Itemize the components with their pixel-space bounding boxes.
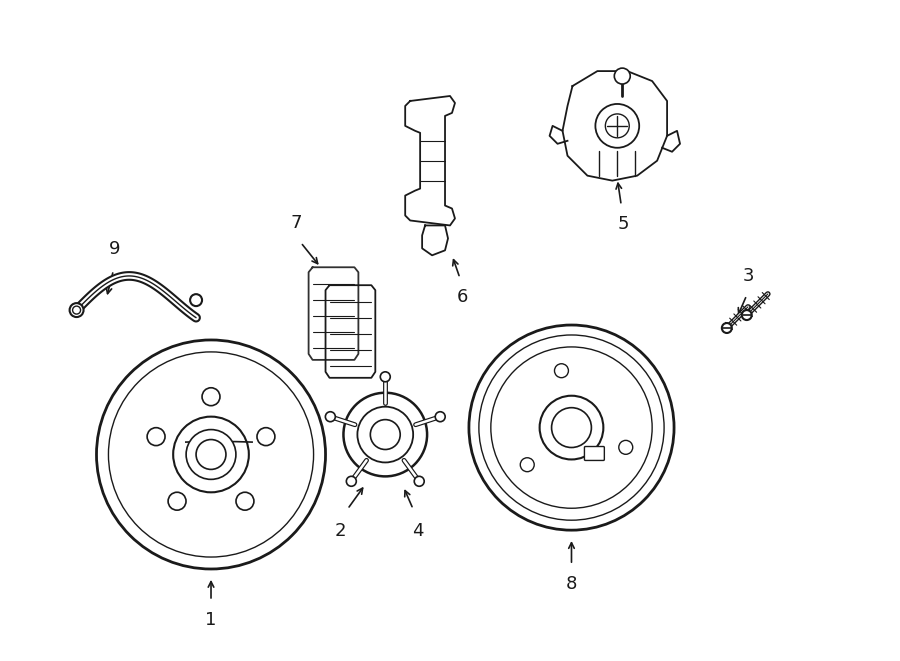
Circle shape bbox=[469, 325, 674, 530]
Polygon shape bbox=[309, 267, 358, 360]
Polygon shape bbox=[405, 96, 455, 225]
Circle shape bbox=[344, 393, 428, 477]
Circle shape bbox=[520, 458, 535, 472]
Text: 5: 5 bbox=[617, 215, 629, 233]
Polygon shape bbox=[662, 131, 680, 152]
Circle shape bbox=[596, 104, 639, 148]
Circle shape bbox=[552, 408, 591, 447]
Circle shape bbox=[186, 430, 236, 479]
Circle shape bbox=[168, 492, 186, 510]
Polygon shape bbox=[422, 225, 448, 255]
Text: 8: 8 bbox=[566, 575, 577, 593]
Circle shape bbox=[370, 420, 400, 449]
Circle shape bbox=[236, 492, 254, 510]
Circle shape bbox=[196, 440, 226, 469]
Polygon shape bbox=[562, 71, 667, 180]
Circle shape bbox=[414, 477, 424, 486]
Circle shape bbox=[722, 323, 732, 333]
Circle shape bbox=[540, 396, 603, 459]
Text: 3: 3 bbox=[743, 267, 754, 285]
FancyBboxPatch shape bbox=[584, 447, 604, 461]
Circle shape bbox=[202, 388, 220, 406]
Text: 9: 9 bbox=[109, 241, 121, 258]
Circle shape bbox=[96, 340, 326, 569]
Circle shape bbox=[173, 416, 248, 492]
Circle shape bbox=[69, 303, 84, 317]
Circle shape bbox=[147, 428, 165, 446]
Text: 1: 1 bbox=[205, 611, 217, 629]
Text: 4: 4 bbox=[412, 522, 424, 540]
Circle shape bbox=[326, 412, 336, 422]
Text: 2: 2 bbox=[335, 522, 346, 540]
Circle shape bbox=[73, 306, 81, 314]
Circle shape bbox=[615, 68, 630, 84]
Text: 7: 7 bbox=[291, 214, 302, 233]
Circle shape bbox=[346, 477, 356, 486]
Circle shape bbox=[742, 310, 751, 320]
Circle shape bbox=[619, 440, 633, 454]
Circle shape bbox=[257, 428, 274, 446]
Circle shape bbox=[436, 412, 446, 422]
Polygon shape bbox=[550, 126, 568, 144]
Circle shape bbox=[381, 372, 391, 382]
Text: 6: 6 bbox=[456, 288, 468, 306]
Circle shape bbox=[357, 407, 413, 463]
Circle shape bbox=[190, 294, 202, 306]
Polygon shape bbox=[326, 285, 375, 378]
Circle shape bbox=[554, 364, 569, 377]
